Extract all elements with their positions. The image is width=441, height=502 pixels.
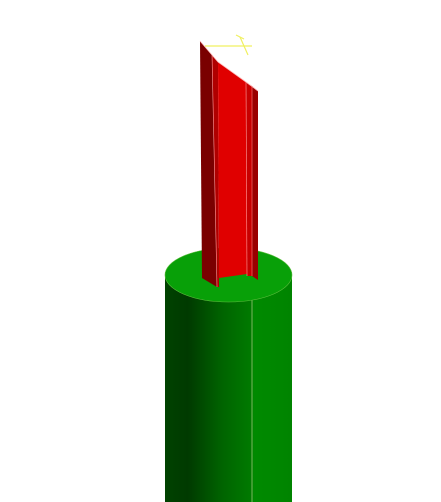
column-web bbox=[218, 62, 247, 278]
column-left-flange-front bbox=[212, 55, 219, 287]
column-web-edge bbox=[245, 81, 248, 277]
pier-side bbox=[165, 272, 292, 502]
concrete-pier[interactable] bbox=[164, 247, 293, 502]
axis-triad-icon bbox=[205, 34, 252, 56]
column-flange-edge bbox=[211, 54, 218, 288]
steel-column[interactable] bbox=[199, 40, 259, 288]
column-right-flange-side bbox=[252, 86, 258, 280]
column-right-flange bbox=[246, 82, 252, 276]
